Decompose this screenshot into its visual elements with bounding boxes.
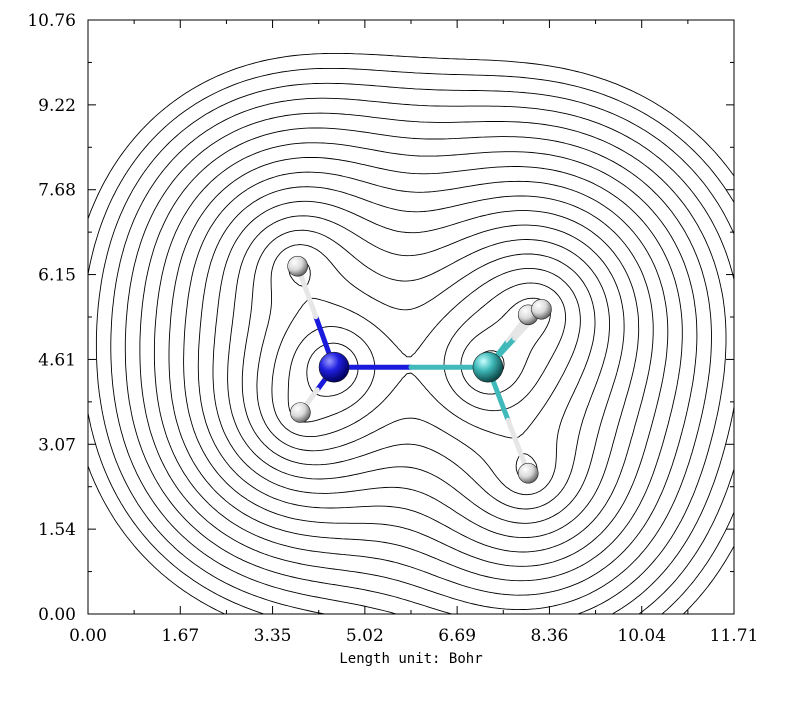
contour-line xyxy=(306,297,551,397)
atom-H xyxy=(531,298,552,320)
y-tick-label: 1.54 xyxy=(38,520,76,540)
contour-line xyxy=(110,97,734,614)
x-tick-label: 5.02 xyxy=(346,626,384,646)
x-tick-labels: 0.00 1.67 3.35 5.02 6.69 8.36 10.04 11.71 xyxy=(69,626,758,646)
x-tick-label: 3.35 xyxy=(254,626,292,646)
contour-line xyxy=(212,200,640,539)
x-tick-label: 6.69 xyxy=(438,626,476,646)
contour-line xyxy=(241,229,611,510)
atom-H xyxy=(287,255,308,277)
contour-line xyxy=(139,127,712,611)
contour-lines xyxy=(88,52,734,614)
y-tick-label: 3.07 xyxy=(38,435,76,455)
atom-spheres xyxy=(287,255,552,484)
y-tick-label: 4.61 xyxy=(38,350,76,370)
y-tick-label: 6.15 xyxy=(38,266,76,286)
x-tick-label: 8.36 xyxy=(530,626,568,646)
contour-line xyxy=(88,52,734,614)
x-tick-label: 1.67 xyxy=(161,626,199,646)
atom-N xyxy=(318,351,350,383)
contour-line xyxy=(227,215,625,524)
atom-H xyxy=(290,402,311,423)
y-tick-label: 0.00 xyxy=(38,605,76,625)
contour-line xyxy=(197,186,654,553)
atom-C xyxy=(472,351,504,383)
y-tick-label: 10.76 xyxy=(27,11,76,31)
contour-line xyxy=(168,156,683,582)
x-tick-label: 11.71 xyxy=(710,626,759,646)
y-tick-labels: 0.00 1.54 3.07 4.61 6.15 7.68 9.22 10.76 xyxy=(27,11,76,625)
y-tick-label: 9.22 xyxy=(38,96,76,116)
contour-line xyxy=(88,67,734,614)
x-axis-title: Length unit: Bohr xyxy=(339,651,482,667)
axis-ticks xyxy=(87,19,735,615)
contour-line xyxy=(153,142,698,596)
contour-line xyxy=(95,82,734,614)
y-tick-label: 7.68 xyxy=(38,181,76,201)
contour-line xyxy=(183,171,669,567)
x-tick-label: 0.00 xyxy=(69,626,107,646)
contour-line xyxy=(124,112,727,614)
atom-H xyxy=(517,462,539,484)
x-tick-label: 10.04 xyxy=(617,626,666,646)
contour-line xyxy=(256,244,596,496)
